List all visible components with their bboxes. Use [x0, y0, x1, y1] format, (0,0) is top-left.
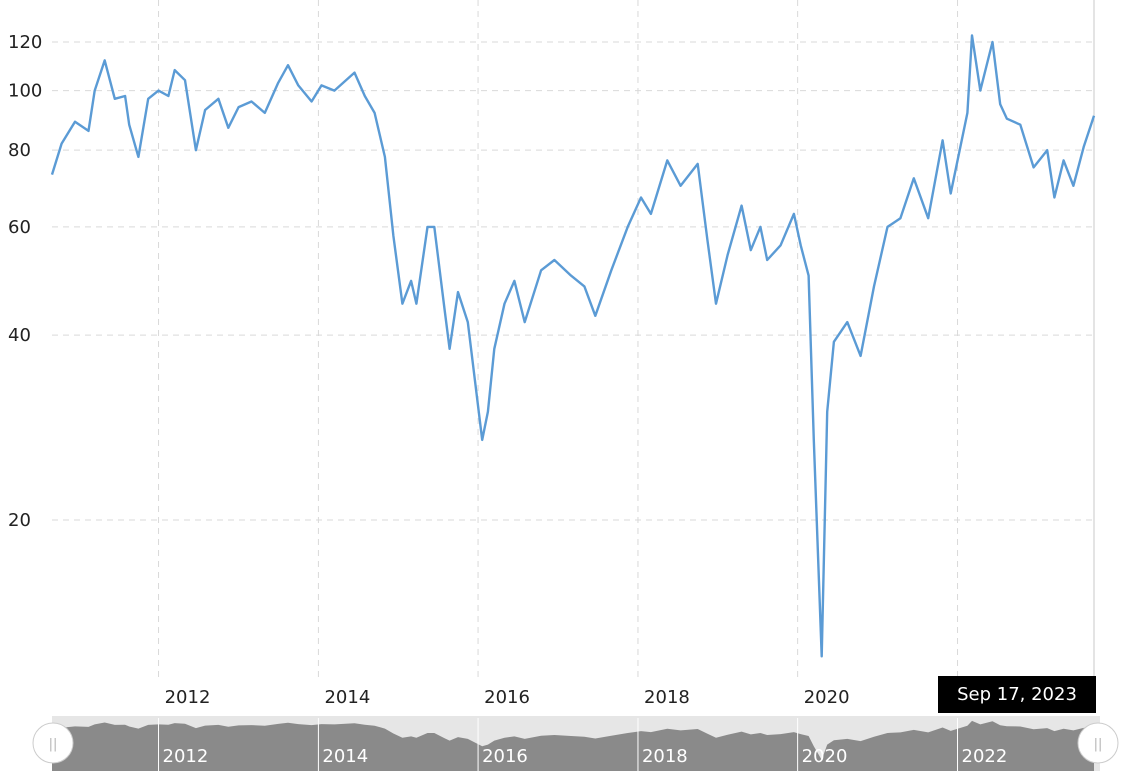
y-tick-labels: 20 40 60 80 100 120: [8, 32, 42, 531]
price-line: [50, 34, 1096, 658]
navigator-left-handle[interactable]: ||: [32, 722, 74, 764]
y-tick-label: 40: [8, 325, 31, 346]
y-tick-label: 80: [8, 140, 31, 161]
date-tooltip-box: [938, 676, 1096, 713]
navigator-series-area: [52, 720, 1094, 771]
y-tick-label: 20: [8, 510, 31, 531]
navigator-year-label: 2014: [322, 746, 368, 767]
x-tick-label: 2020: [804, 687, 850, 708]
navigator[interactable]: 2012 2014 2016 2018 2020 2022 || ||: [32, 716, 1119, 771]
x-tick-labels: 2012 2014 2016 2018 2020: [165, 687, 850, 708]
x-tick-label: 2014: [324, 687, 370, 708]
x-tick-label: 2012: [165, 687, 211, 708]
navigator-left-handle-grip: ||: [49, 737, 58, 752]
y-tick-label: 60: [8, 217, 31, 238]
navigator-grid: [158, 718, 959, 771]
navigator-year-label: 2012: [163, 746, 209, 767]
date-tooltip: Sep 17, 2023: [938, 676, 1096, 713]
series: [50, 34, 1096, 658]
navigator-right-handle-knob[interactable]: [1077, 722, 1119, 764]
grid: [52, 0, 1094, 680]
y-tick-label: 120: [8, 32, 42, 53]
x-tick-label: 2018: [644, 687, 690, 708]
y-tick-label: 100: [8, 81, 42, 102]
navigator-year-label: 2018: [642, 746, 688, 767]
navigator-right-handle-grip: ||: [1094, 737, 1103, 752]
date-tooltip-label: Sep 17, 2023: [957, 684, 1077, 705]
navigator-labels: 2012 2014 2016 2018 2020 2022: [163, 746, 1008, 767]
navigator-left-handle-knob[interactable]: [32, 722, 74, 764]
navigator-year-label: 2016: [482, 746, 528, 767]
x-tick-label: 2016: [484, 687, 530, 708]
navigator-year-label: 2020: [802, 746, 848, 767]
navigator-year-label: 2022: [962, 746, 1008, 767]
navigator-right-handle[interactable]: ||: [1077, 722, 1119, 764]
